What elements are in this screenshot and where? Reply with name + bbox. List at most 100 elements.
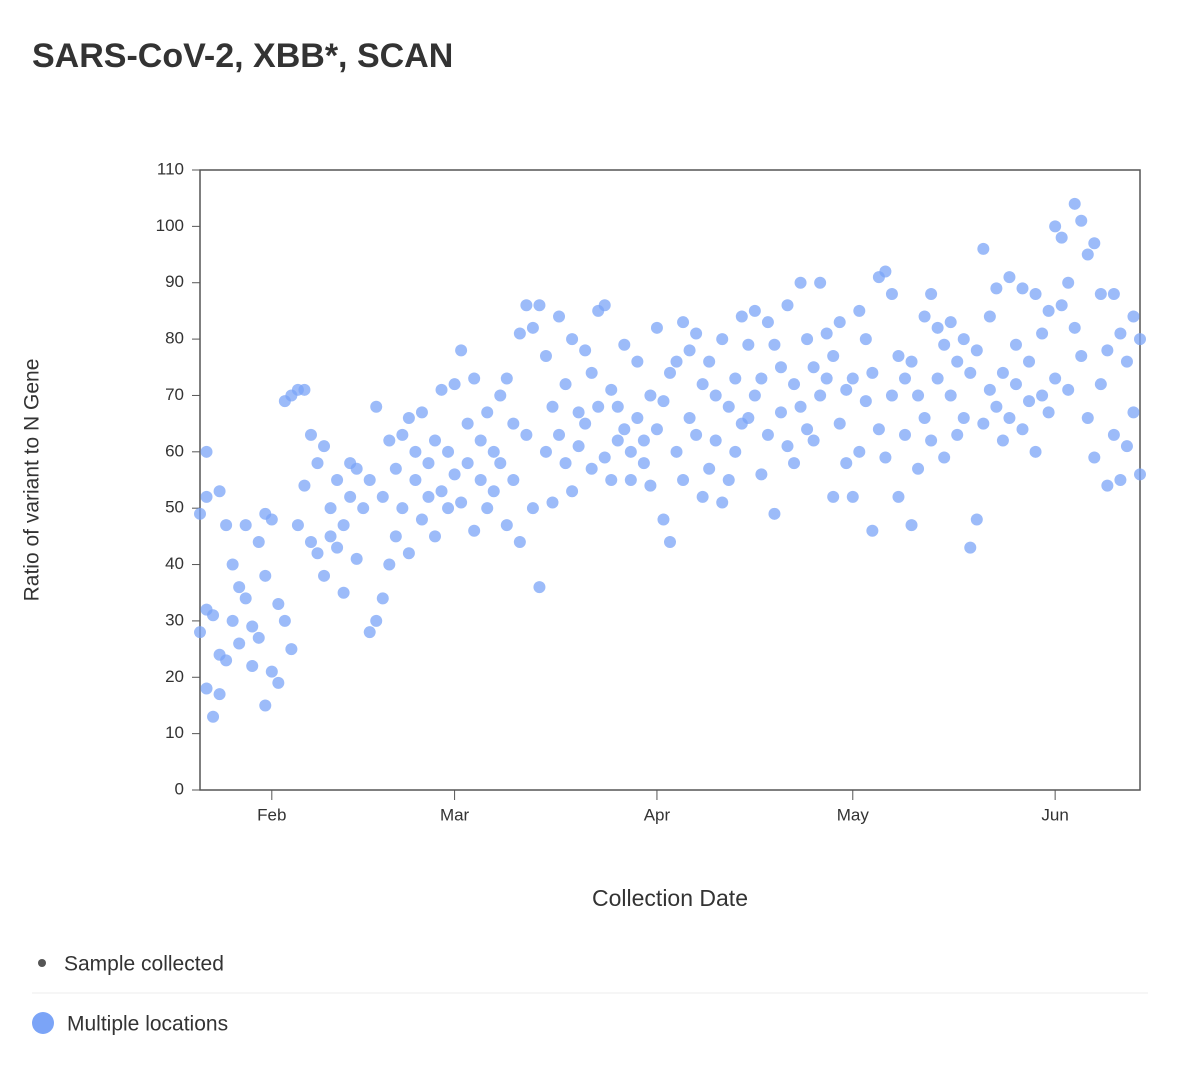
point: [207, 710, 220, 723]
point: [324, 502, 337, 515]
point: [788, 457, 801, 470]
legend-label: Multiple locations: [67, 1013, 228, 1036]
point: [226, 558, 239, 571]
point: [866, 524, 879, 537]
point: [357, 502, 370, 515]
point: [1101, 344, 1114, 357]
point: [474, 474, 487, 486]
point: [657, 395, 670, 408]
point: [774, 361, 787, 374]
point: [1009, 338, 1022, 351]
point: [611, 400, 624, 413]
point: [559, 457, 572, 470]
point: [533, 299, 546, 312]
point: [1134, 333, 1146, 346]
point: [866, 366, 879, 379]
point: [807, 361, 820, 374]
point: [794, 276, 807, 289]
point: [768, 507, 781, 520]
point: [494, 389, 507, 402]
point: [304, 536, 317, 548]
point: [448, 468, 461, 481]
point: [546, 400, 559, 413]
y-tick-label: 90: [165, 272, 184, 291]
point: [337, 586, 350, 599]
point: [291, 519, 304, 532]
point: [996, 366, 1009, 379]
point: [735, 310, 748, 323]
point: [520, 428, 533, 441]
point: [1062, 276, 1075, 289]
point: [337, 519, 350, 532]
point: [853, 445, 866, 458]
point: [964, 541, 977, 554]
point: [298, 383, 311, 396]
point: [278, 614, 291, 627]
point: [637, 457, 650, 470]
point: [840, 457, 853, 470]
point: [977, 242, 990, 255]
point: [200, 682, 213, 695]
point: [200, 490, 213, 503]
point: [905, 519, 918, 532]
y-tick-label: 30: [165, 610, 184, 629]
point: [1003, 412, 1016, 424]
point: [677, 474, 690, 486]
point: [1094, 288, 1107, 300]
x-tick-label: Mar: [440, 805, 470, 824]
point: [944, 389, 957, 402]
point: [396, 502, 409, 515]
legend-swatch: [32, 1012, 54, 1034]
point: [879, 265, 892, 278]
point: [474, 434, 487, 447]
point: [970, 344, 983, 357]
point: [657, 513, 670, 526]
point: [259, 569, 272, 582]
y-tick-label: 10: [165, 723, 184, 742]
point: [1042, 304, 1055, 317]
point: [1023, 355, 1036, 368]
point: [318, 569, 331, 582]
point: [774, 406, 787, 419]
point: [233, 581, 246, 594]
point: [461, 457, 474, 470]
point: [722, 474, 735, 486]
point: [194, 507, 206, 520]
point: [1107, 288, 1120, 300]
y-tick-label: 60: [165, 441, 184, 460]
point: [912, 389, 925, 402]
point: [859, 333, 872, 346]
point: [259, 699, 272, 712]
point: [605, 383, 618, 396]
point: [324, 530, 337, 543]
point: [1029, 445, 1042, 458]
point: [840, 383, 853, 396]
point: [944, 316, 957, 329]
point: [1055, 299, 1068, 312]
point: [481, 406, 494, 419]
point: [311, 547, 324, 560]
point: [233, 637, 246, 650]
point: [755, 372, 768, 385]
point: [1055, 231, 1068, 244]
point: [265, 513, 278, 526]
point: [859, 395, 872, 408]
chart-title: SARS-CoV-2, XBB*, SCAN: [32, 37, 453, 75]
point: [709, 434, 722, 447]
point: [683, 412, 696, 424]
point: [918, 310, 931, 323]
point: [631, 355, 644, 368]
point: [853, 304, 866, 317]
point: [487, 485, 500, 498]
point: [539, 445, 552, 458]
point: [331, 474, 344, 486]
point: [703, 355, 716, 368]
point: [239, 592, 252, 605]
point: [1036, 327, 1049, 340]
point: [1088, 451, 1101, 464]
point: [1075, 350, 1088, 362]
x-tick-label: Feb: [257, 805, 286, 824]
point: [1029, 288, 1042, 300]
point: [605, 474, 618, 486]
point: [298, 479, 311, 492]
